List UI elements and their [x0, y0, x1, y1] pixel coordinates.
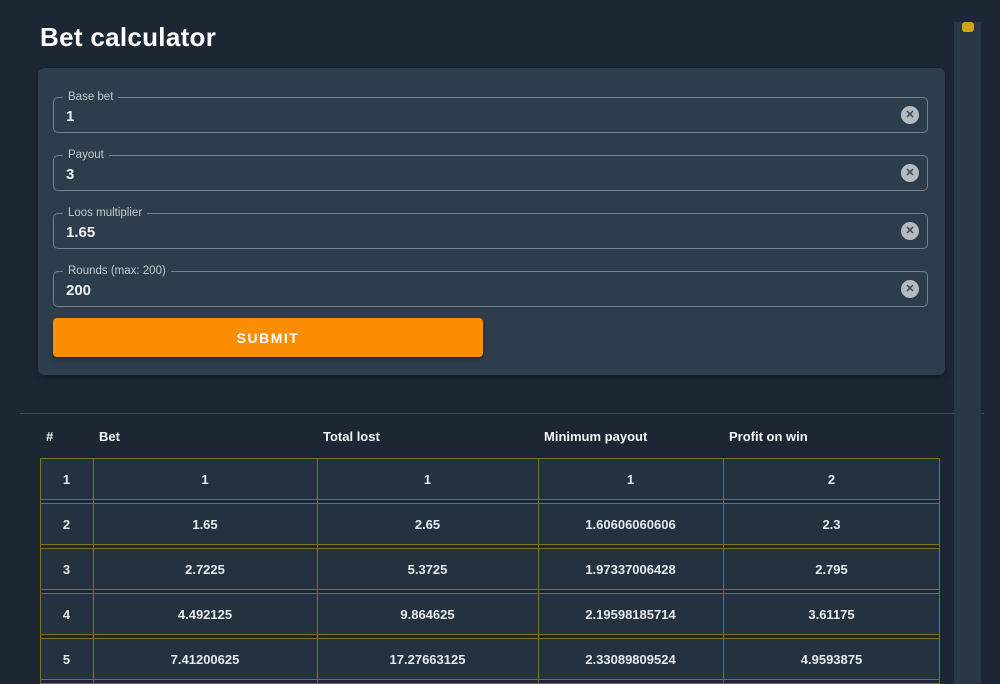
table-cell: 2.33089809524	[585, 651, 676, 667]
table-cell: 7.41200625	[170, 651, 240, 667]
section-divider	[20, 413, 984, 414]
circle-x-icon: ✕	[905, 166, 915, 179]
column-header-total-lost: Total lost	[323, 428, 380, 444]
scrollbar-thumb[interactable]	[962, 22, 974, 32]
table-cell: 2	[827, 471, 836, 487]
table-cell: 4.9593875	[800, 651, 863, 667]
clear-payout-button[interactable]: ✕	[901, 164, 919, 182]
table-cell: 2.795	[815, 561, 848, 577]
table-row: 4 4.492125 9.864625 2.19598185714 3.61175	[40, 593, 940, 635]
column-header-profit-on-win: Profit on win	[729, 428, 808, 444]
table-row: 2 1.65 2.65 1.60606060606 2.3	[40, 503, 940, 545]
table-cell: 2.3	[822, 516, 841, 532]
field-input[interactable]	[54, 272, 927, 306]
column-header-minimum-payout: Minimum payout	[544, 428, 648, 444]
scrollbar-track[interactable]	[954, 22, 981, 684]
clear-loos-multiplier-button[interactable]: ✕	[901, 222, 919, 240]
field-label: Base bet	[63, 90, 119, 104]
column-header-: #	[46, 428, 54, 444]
table-cell: 1	[62, 471, 71, 487]
table-cell: 2	[62, 516, 71, 532]
table-cell: 1	[201, 471, 209, 487]
table-cell: 1	[423, 471, 432, 487]
circle-x-icon: ✕	[905, 108, 915, 121]
table-row: 1 1 1 1 2	[40, 458, 940, 500]
field-base-bet: Base bet ✕	[53, 90, 928, 133]
table-cell: 9.864625	[400, 606, 455, 622]
table-cell: 17.27663125	[389, 651, 466, 667]
field-loos-multiplier: Loos multiplier ✕	[53, 206, 928, 249]
table-row: 3 2.7225 5.3725 1.97337006428 2.795	[40, 548, 940, 590]
page-title: Bet calculator	[40, 22, 217, 52]
table-cell: 2.19598185714	[585, 606, 676, 622]
field-label: Rounds (max: 200)	[63, 264, 171, 278]
field-rounds-max-200: Rounds (max: 200) ✕	[53, 264, 928, 307]
table-cell: 4.492125	[177, 606, 233, 622]
circle-x-icon: ✕	[905, 224, 915, 237]
table-cell: 1.65	[192, 516, 218, 532]
table-cell: 3.61175	[808, 606, 855, 622]
field-label: Payout	[63, 148, 109, 162]
field-input[interactable]	[54, 98, 927, 132]
column-header-bet: Bet	[99, 428, 120, 444]
results-table: 1 1 1 1 2 2 1.65 2.65 1.60606060606 2.3 3 2.7225 5.3…	[40, 458, 940, 684]
table-body: 1 1 1 1 2 2 1.65 2.65 1.60606060606 2.3 3 2.7225 5.3…	[40, 458, 940, 684]
table-cell: 1	[626, 471, 635, 487]
table-cell: 1.60606060606	[585, 516, 676, 532]
table-cell: 2.7225	[185, 561, 225, 577]
table-cell: 5	[62, 651, 71, 667]
field-input[interactable]	[54, 156, 927, 190]
field-label: Loos multiplier	[63, 206, 148, 220]
submit-button[interactable]: SUBMIT	[53, 318, 483, 357]
table-cell: 2.65	[414, 516, 441, 532]
field-input[interactable]	[54, 214, 927, 248]
table-cell: 1.97337006428	[585, 561, 676, 577]
field-payout: Payout ✕	[53, 148, 928, 191]
clear-base-bet-button[interactable]: ✕	[901, 106, 919, 124]
clear-rounds-max-200-button[interactable]: ✕	[901, 280, 919, 298]
table-cell: 3	[62, 561, 71, 577]
form-fields: Base bet ✕ Payout ✕ Loos multiplier ✕ Ro…	[53, 90, 928, 307]
calculator-card: Base bet ✕ Payout ✕ Loos multiplier ✕ Ro…	[38, 68, 945, 375]
circle-x-icon: ✕	[905, 282, 915, 295]
table-cell: 4	[62, 606, 71, 622]
table-cell: 5.3725	[407, 561, 448, 577]
table-row: 5 7.41200625 17.27663125 2.33089809524 4.959…	[40, 638, 940, 680]
table-header-row: # Bet Total lost Minimum payout Profit on wi…	[40, 414, 940, 458]
